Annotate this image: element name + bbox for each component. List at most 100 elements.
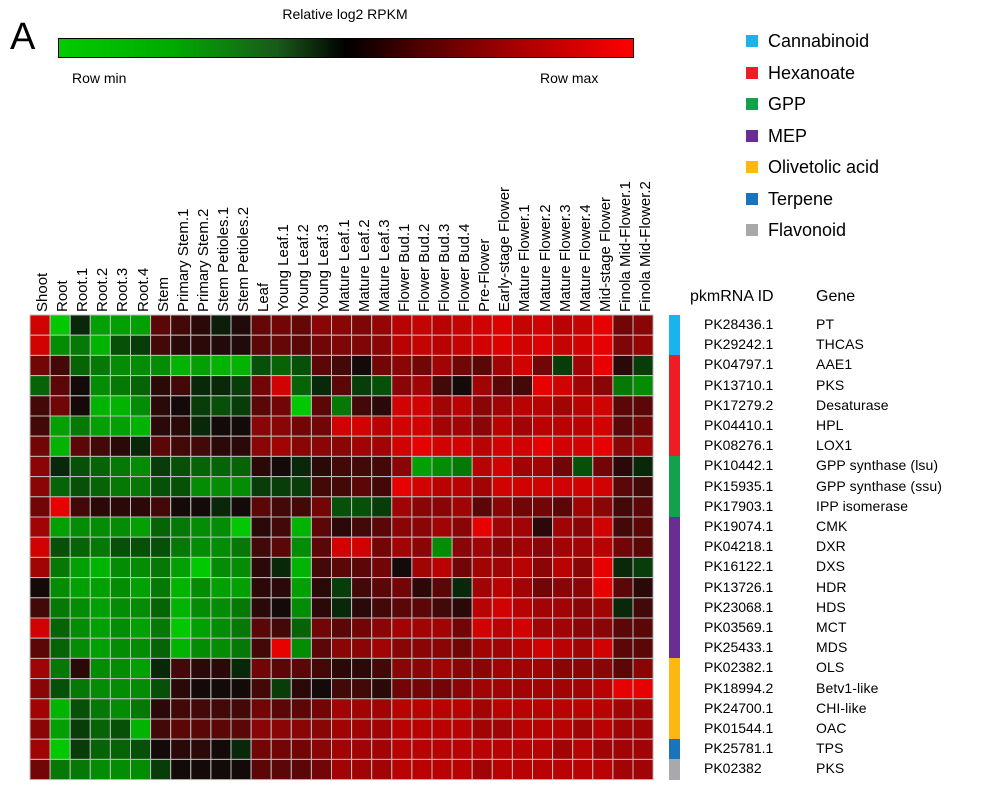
heatmap-cell bbox=[552, 536, 574, 558]
heatmap-cell bbox=[612, 496, 634, 518]
legend-label: Hexanoate bbox=[768, 62, 856, 83]
heatmap-cell bbox=[29, 738, 51, 760]
heatmap-cell bbox=[451, 556, 473, 579]
heatmap-cell bbox=[150, 334, 172, 356]
row-gene-label: PKS bbox=[816, 376, 845, 393]
heatmap-cell bbox=[250, 556, 272, 579]
heatmap-cell bbox=[471, 476, 493, 498]
heatmap-cell bbox=[612, 536, 634, 558]
heatmap-cell bbox=[290, 496, 312, 518]
heatmap-cell bbox=[230, 597, 252, 619]
heatmap-cell bbox=[431, 738, 453, 760]
heatmap-cell bbox=[29, 496, 51, 518]
heatmap-cell bbox=[411, 435, 433, 457]
legend-swatch bbox=[746, 224, 758, 236]
heatmap-cell bbox=[331, 415, 353, 437]
heatmap-cell bbox=[491, 455, 513, 478]
heatmap-cell bbox=[230, 556, 252, 579]
heatmap-cell bbox=[532, 738, 554, 760]
heatmap-cell bbox=[511, 718, 534, 740]
heatmap-cell bbox=[471, 395, 493, 417]
heatmap-cell bbox=[49, 637, 71, 659]
heatmap-cell bbox=[511, 678, 534, 700]
heatmap-cell bbox=[109, 415, 132, 437]
heatmap-cell bbox=[552, 698, 574, 720]
heatmap-cell bbox=[89, 657, 111, 680]
heatmap-cell bbox=[270, 577, 292, 599]
heatmap-cell bbox=[431, 354, 453, 377]
heatmap-cell bbox=[431, 415, 453, 437]
color-scale-min-label: Row min bbox=[72, 70, 127, 86]
heatmap-cell bbox=[210, 678, 232, 700]
heatmap-cell bbox=[150, 637, 172, 659]
heatmap-cell bbox=[250, 597, 272, 619]
heatmap-cell bbox=[170, 496, 192, 518]
heatmap-cell bbox=[371, 678, 393, 700]
heatmap-cell bbox=[592, 476, 614, 498]
heatmap-cell bbox=[471, 455, 493, 478]
heatmap-cell bbox=[89, 395, 111, 417]
heatmap-cell bbox=[391, 354, 413, 377]
heatmap-cell bbox=[89, 698, 111, 720]
heatmap-cell bbox=[612, 556, 634, 579]
heatmap-cell bbox=[310, 738, 332, 760]
heatmap-cell bbox=[170, 536, 192, 558]
row-gene-label: IPP isomerase bbox=[816, 497, 909, 514]
heatmap-cell bbox=[411, 637, 433, 659]
heatmap-cell bbox=[210, 476, 232, 498]
heatmap-cell bbox=[411, 314, 433, 336]
heatmap-cell bbox=[532, 597, 554, 619]
heatmap-cell bbox=[371, 556, 393, 579]
row-header-id: pkmRNA ID bbox=[690, 288, 774, 305]
heatmap-cell bbox=[170, 718, 192, 740]
heatmap-cell bbox=[592, 334, 614, 356]
heatmap-cell bbox=[109, 678, 132, 700]
heatmap-cell bbox=[471, 577, 493, 599]
heatmap-cell bbox=[511, 455, 534, 478]
heatmap-cell bbox=[270, 738, 292, 760]
heatmap-cell bbox=[411, 375, 433, 397]
heatmap-cell bbox=[170, 334, 192, 356]
heatmap-cell bbox=[150, 536, 172, 558]
heatmap-cell bbox=[351, 536, 373, 558]
row-id-label: PK02382 bbox=[704, 760, 762, 777]
row-gene-label: LOX1 bbox=[816, 437, 853, 454]
heatmap-cell bbox=[411, 415, 433, 437]
heatmap-cell bbox=[130, 597, 152, 619]
heatmap-cell bbox=[29, 334, 51, 356]
heatmap-cell bbox=[49, 455, 71, 478]
heatmap-cell bbox=[310, 516, 332, 538]
heatmap-cell bbox=[250, 577, 272, 599]
heatmap-cell bbox=[290, 758, 312, 781]
heatmap-cell bbox=[130, 637, 152, 659]
heatmap-cell bbox=[290, 375, 312, 397]
heatmap-cell bbox=[109, 314, 132, 336]
heatmap-cell bbox=[371, 738, 393, 760]
heatmap-cell bbox=[431, 334, 453, 356]
row-id-label: PK29242.1 bbox=[704, 336, 774, 353]
pathway-bar-segment bbox=[669, 618, 680, 639]
heatmap-cell bbox=[29, 435, 51, 457]
heatmap-cell bbox=[451, 334, 473, 356]
heatmap-cell bbox=[411, 516, 433, 538]
heatmap-cell bbox=[290, 435, 312, 457]
heatmap-cell bbox=[150, 556, 172, 579]
heatmap-cell bbox=[451, 516, 473, 538]
heatmap-cell bbox=[69, 516, 91, 538]
heatmap-cell bbox=[310, 577, 332, 599]
heatmap-cell bbox=[89, 375, 111, 397]
heatmap-cell bbox=[592, 678, 614, 700]
heatmap-cell bbox=[69, 678, 91, 700]
heatmap-cell bbox=[612, 657, 634, 680]
heatmap-cell bbox=[572, 617, 594, 639]
heatmap-cell bbox=[150, 698, 172, 720]
heatmap-cell bbox=[391, 698, 413, 720]
heatmap-cell bbox=[310, 556, 332, 579]
row-gene-label: DXS bbox=[816, 558, 846, 575]
heatmap-cell bbox=[69, 415, 91, 437]
heatmap-cell bbox=[290, 678, 312, 700]
heatmap-cell bbox=[371, 314, 393, 336]
heatmap-cell bbox=[29, 637, 51, 659]
heatmap-cell bbox=[411, 678, 433, 700]
heatmap-cell bbox=[511, 637, 534, 659]
